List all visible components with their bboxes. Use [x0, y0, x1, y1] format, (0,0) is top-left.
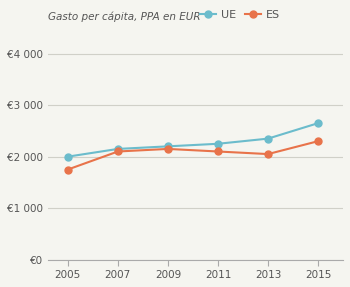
- ES: [166, 147, 170, 151]
- UE: [216, 142, 220, 146]
- UE: [166, 145, 170, 148]
- Legend: UE, ES: UE, ES: [195, 6, 284, 25]
- ES: [66, 168, 70, 171]
- UE: [116, 147, 120, 151]
- UE: [66, 155, 70, 158]
- ES: [316, 139, 320, 143]
- Line: ES: ES: [64, 138, 322, 173]
- UE: [266, 137, 270, 140]
- ES: [216, 150, 220, 153]
- Line: UE: UE: [64, 120, 322, 160]
- UE: [316, 121, 320, 125]
- Text: Gasto per cápita, PPA en EUR: Gasto per cápita, PPA en EUR: [48, 11, 201, 22]
- ES: [116, 150, 120, 153]
- ES: [266, 152, 270, 156]
